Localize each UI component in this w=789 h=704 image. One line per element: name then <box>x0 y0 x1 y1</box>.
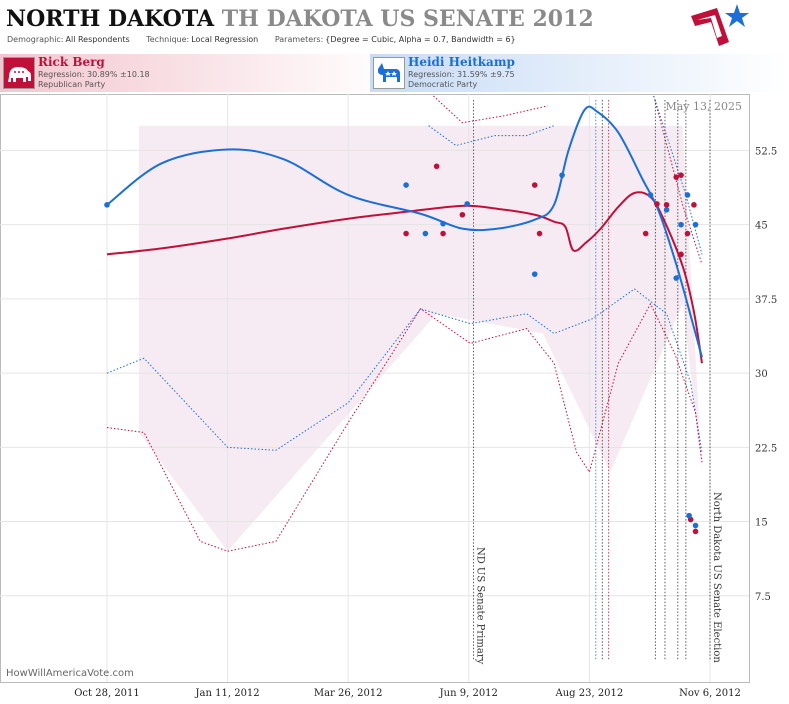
x-tick-label: Aug 23, 2012 <box>555 688 624 699</box>
x-tick-label: Jun 9, 2012 <box>439 688 498 699</box>
demographic-label: Demographic: <box>7 35 64 44</box>
dem-poll-point <box>559 172 565 178</box>
rep-lower-bound <box>106 302 703 552</box>
parameters-label: Parameters: <box>274 35 324 44</box>
y-tick-label: 52.5 <box>755 146 777 157</box>
y-tick-label: 37.5 <box>755 295 777 306</box>
dem-poll-point <box>684 192 691 198</box>
date-label: May 13, 2025 <box>665 100 742 113</box>
chart-header: NORTH DAKOTA TH DAKOTA US SENATE 2012 De… <box>0 0 789 52</box>
donkey-icon <box>373 57 405 89</box>
rep-poll-point <box>691 202 697 208</box>
dem-poll-point <box>686 512 692 519</box>
dem-poll-point <box>403 182 409 188</box>
rep-poll-point <box>642 230 649 237</box>
dem-poll-point <box>104 202 110 208</box>
candidate-dem: Heidi Heitkamp Regression: 31.59% ±9.75 … <box>370 54 789 92</box>
candidate-rep-name: Rick Berg <box>38 55 105 69</box>
y-tick-label: 22.5 <box>755 443 777 454</box>
demographic-value: All Respondents <box>65 35 130 44</box>
title-race: TH DAKOTA US SENATE 2012 <box>221 6 594 32</box>
rep-poll-point <box>403 230 409 237</box>
technique-value: Local Regression <box>191 35 259 44</box>
candidate-rep-regression: Regression: 30.89% ±10.18 <box>38 70 150 79</box>
election-annotation: North Dakota US Senate Election <box>711 492 722 663</box>
rep-poll-point <box>440 230 446 237</box>
candidate-dem-regression: Regression: 31.59% ±9.75 <box>408 70 515 79</box>
parameters-value: {Degree = Cubic, Alpha = 0.7, Bandwidth … <box>325 35 516 44</box>
dem-upper-bound <box>428 125 555 147</box>
rep-poll-point <box>673 174 680 180</box>
title-state: NORTH DAKOTA <box>6 6 215 32</box>
rep-upper-bound-end <box>653 95 703 265</box>
rep-poll-point <box>678 251 684 258</box>
candidate-dem-party: Democratic Party <box>408 80 478 89</box>
primary-annotation: ND US Senate Primary <box>475 547 486 665</box>
elephant-icon <box>3 57 35 89</box>
dem-poll-point <box>422 230 429 237</box>
x-tick-label: Jan 11, 2012 <box>195 688 260 699</box>
y-tick-label: 30 <box>755 369 768 380</box>
rep-poll-point <box>684 230 691 237</box>
dem-poll-point <box>692 522 699 529</box>
rep-poll-point <box>678 172 684 178</box>
watermark: HowWillAmericaVote.com <box>6 668 134 679</box>
y-tick-label: 7.5 <box>755 592 771 603</box>
rep-poll-point <box>663 202 670 208</box>
dem-regression-line <box>106 105 703 358</box>
confidence-band <box>139 125 702 552</box>
regression-chart: 7.5 15 22.5 30 37.5 45 52.5 Oct 28, 2011 Jan 11,… <box>0 94 777 699</box>
parameters-line: Demographic: All Respondents Technique: Lo… <box>7 35 530 44</box>
y-tick-label: 15 <box>755 518 768 529</box>
rep-poll-point <box>459 211 466 218</box>
x-tick-label: Nov 6, 2012 <box>679 688 741 699</box>
candidate-dem-name: Heidi Heitkamp <box>408 55 515 69</box>
rep-upper-bound <box>433 95 548 124</box>
dem-poll-point <box>647 192 654 198</box>
rep-poll-point <box>433 163 440 170</box>
dem-poll-point <box>531 271 538 277</box>
dem-poll-point <box>678 221 684 228</box>
rep-poll-point <box>531 182 538 188</box>
candidate-bar: Rick Berg Regression: 30.89% ±10.18 Repu… <box>0 54 789 92</box>
candidate-rep: Rick Berg Regression: 30.89% ±10.18 Repu… <box>0 54 394 92</box>
x-tick-label: Mar 26, 2012 <box>314 688 383 699</box>
dem-poll-point <box>663 207 670 213</box>
dem-poll-point <box>464 201 470 207</box>
rep-poll-point <box>692 528 699 535</box>
y-tick-label: 45 <box>755 221 768 232</box>
site-logo-icon <box>691 4 749 46</box>
rep-poll-point <box>654 201 660 207</box>
technique-label: Technique: <box>146 35 190 44</box>
dem-poll-point <box>692 221 699 228</box>
x-tick-label: Oct 28, 2011 <box>74 688 140 699</box>
rep-poll-point <box>536 230 543 237</box>
candidate-rep-party: Republican Party <box>38 80 106 89</box>
dem-poll-point <box>673 275 680 281</box>
dem-poll-point <box>440 220 446 227</box>
page-title: NORTH DAKOTA TH DAKOTA US SENATE 2012 <box>6 6 594 32</box>
